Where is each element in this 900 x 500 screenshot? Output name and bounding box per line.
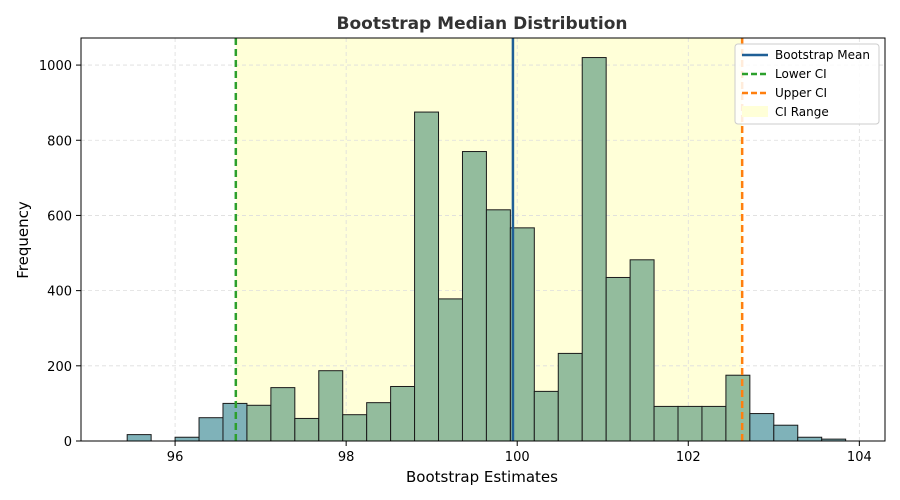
legend-box <box>734 43 880 125</box>
histogram-bar <box>533 390 559 442</box>
x-tick-label: 100 <box>505 450 530 465</box>
legend-upper-label: Upper CI <box>775 86 827 100</box>
histogram-bar <box>461 151 487 442</box>
histogram-bar <box>438 298 463 442</box>
x-axis-label: Bootstrap Estimates <box>406 468 558 486</box>
histogram-bar <box>485 209 511 442</box>
histogram-bar <box>653 405 679 442</box>
plot-frame <box>80 37 886 442</box>
histogram-bar <box>294 417 320 442</box>
y-tick-label: 800 <box>47 134 72 149</box>
histogram-bar <box>270 387 296 442</box>
y-tick-label: 200 <box>47 360 72 375</box>
x-tick-label: 98 <box>338 450 355 465</box>
histogram-bar <box>749 413 775 442</box>
histogram-bar <box>126 434 152 442</box>
histogram-bar <box>773 424 799 442</box>
histogram-bar <box>174 436 200 442</box>
x-tick-label: 102 <box>676 450 701 465</box>
y-axis-label: Frequency <box>14 201 32 279</box>
chart-title: Bootstrap Median Distribution <box>337 14 628 34</box>
histogram-bar <box>797 436 823 442</box>
histogram-bar <box>390 385 416 442</box>
x-tick-label: 104 <box>847 450 872 465</box>
y-tick-label: 0 <box>64 435 72 450</box>
histogram-bar <box>581 57 607 442</box>
x-tick-label: 96 <box>167 450 184 465</box>
histogram-bar <box>246 404 272 442</box>
histogram-bar <box>701 405 727 442</box>
legend-mean-label: Bootstrap Mean <box>775 48 870 62</box>
histogram-bar <box>629 259 655 442</box>
legend-range-label: CI Range <box>775 105 829 119</box>
y-tick-label: 600 <box>47 209 72 224</box>
histogram-bar <box>677 405 703 442</box>
histogram-bar <box>725 374 751 442</box>
histogram-bar <box>198 417 224 442</box>
legend-range-swatch <box>742 106 768 117</box>
histogram-bar <box>318 370 344 442</box>
histogram-bar <box>342 414 368 442</box>
histogram-bars <box>126 57 847 442</box>
y-tick-label: 400 <box>47 285 72 300</box>
histogram-bar <box>366 402 392 442</box>
legend-lower-label: Lower CI <box>775 67 827 81</box>
histogram-bar <box>557 352 583 442</box>
y-tick-label: 1000 <box>39 59 72 74</box>
histogram-bar <box>605 276 631 442</box>
legend: Bootstrap Mean Lower CI Upper CI CI Rang… <box>734 43 880 125</box>
tick-labels: 96 98 100 102 104 0 200 400 600 800 1000 <box>39 59 872 465</box>
axes <box>80 37 886 442</box>
histogram-bar <box>414 111 440 442</box>
